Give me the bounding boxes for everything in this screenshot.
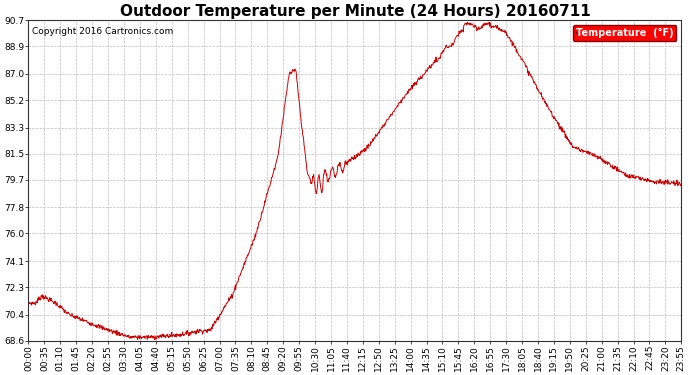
Legend: Temperature  (°F): Temperature (°F)	[573, 25, 676, 41]
Text: Copyright 2016 Cartronics.com: Copyright 2016 Cartronics.com	[32, 27, 173, 36]
Title: Outdoor Temperature per Minute (24 Hours) 20160711: Outdoor Temperature per Minute (24 Hours…	[119, 4, 590, 19]
